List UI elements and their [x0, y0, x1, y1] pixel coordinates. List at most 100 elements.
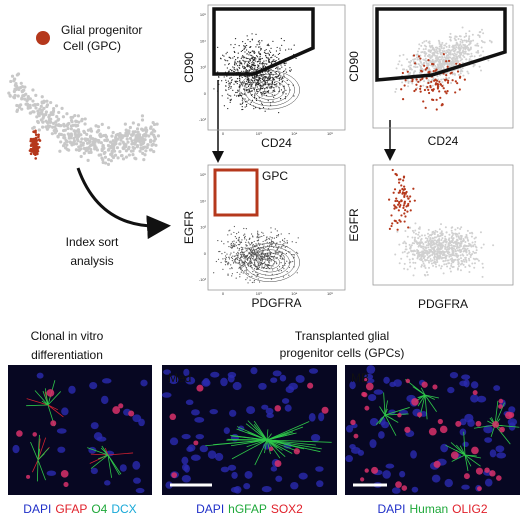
event — [245, 105, 248, 107]
event — [279, 49, 281, 51]
gpc-event — [417, 80, 420, 83]
event — [453, 47, 456, 50]
event — [449, 32, 452, 35]
process — [107, 452, 134, 456]
gpc-event — [438, 90, 441, 93]
event — [234, 243, 236, 245]
event — [244, 60, 246, 62]
event — [250, 253, 252, 255]
event — [427, 228, 430, 231]
event — [297, 252, 299, 254]
nucleus — [181, 456, 189, 465]
event — [246, 277, 248, 279]
event — [256, 74, 259, 76]
event — [229, 229, 231, 231]
umap-dot — [154, 143, 158, 147]
event — [245, 241, 247, 243]
event — [245, 76, 247, 78]
event — [427, 79, 430, 82]
umap-dot — [66, 126, 70, 131]
event — [418, 226, 421, 229]
process — [231, 439, 268, 460]
event — [242, 256, 244, 258]
event — [408, 243, 411, 246]
umap-dot — [19, 81, 23, 85]
event — [272, 90, 274, 92]
event — [468, 58, 471, 61]
event — [263, 258, 266, 260]
event — [479, 69, 482, 72]
event — [251, 93, 253, 96]
annotation: analysis — [70, 254, 113, 268]
nucleus — [381, 421, 390, 429]
event — [412, 231, 415, 234]
umap-dot — [45, 104, 49, 109]
event — [227, 273, 229, 275]
event — [455, 247, 458, 250]
event — [420, 61, 423, 64]
gpc-event — [454, 80, 457, 83]
event — [416, 50, 419, 53]
event — [441, 56, 444, 59]
event — [272, 78, 275, 80]
event — [235, 241, 237, 243]
event — [451, 257, 454, 260]
event — [222, 54, 224, 56]
event — [439, 52, 442, 55]
process — [90, 454, 109, 469]
event — [251, 58, 254, 60]
event — [425, 241, 428, 244]
umap-dot — [63, 136, 67, 140]
event — [398, 60, 401, 63]
umap-dot — [88, 143, 92, 148]
event — [458, 246, 461, 249]
red-cell — [307, 382, 314, 389]
umap-dot — [60, 106, 64, 110]
event — [449, 258, 452, 261]
event — [270, 57, 272, 59]
event — [258, 266, 261, 268]
event — [416, 242, 419, 245]
event — [413, 267, 416, 270]
event — [279, 68, 281, 70]
event — [463, 244, 466, 247]
umap-dot — [89, 147, 93, 152]
event — [270, 231, 272, 233]
event — [259, 53, 261, 55]
gpc-event — [400, 200, 403, 203]
gpc-event — [432, 70, 435, 73]
event — [453, 49, 456, 52]
nucleus — [476, 395, 487, 403]
event — [225, 53, 227, 55]
red-cell — [433, 460, 441, 468]
plot-frame — [372, 4, 514, 129]
event — [245, 239, 248, 241]
event — [257, 230, 259, 232]
event — [423, 256, 426, 259]
event — [242, 264, 244, 266]
event — [252, 245, 254, 247]
event — [446, 56, 449, 59]
event — [247, 282, 249, 284]
umap-dot — [17, 87, 21, 92]
event — [258, 68, 260, 70]
gpc-event — [398, 181, 401, 184]
red-cell — [405, 378, 411, 384]
stain-name: DAPI — [23, 502, 51, 516]
event — [265, 258, 267, 260]
event — [474, 236, 477, 239]
red-cell — [364, 468, 369, 473]
event — [260, 58, 262, 60]
umap-dot — [67, 148, 71, 152]
umap-dot — [101, 158, 105, 162]
event — [243, 70, 245, 72]
event — [251, 253, 254, 255]
event — [447, 48, 450, 51]
event — [440, 78, 443, 81]
process — [464, 454, 477, 457]
event — [471, 262, 474, 265]
gpc-event — [443, 78, 447, 81]
event — [283, 40, 285, 42]
event — [234, 255, 236, 257]
event — [267, 77, 270, 79]
